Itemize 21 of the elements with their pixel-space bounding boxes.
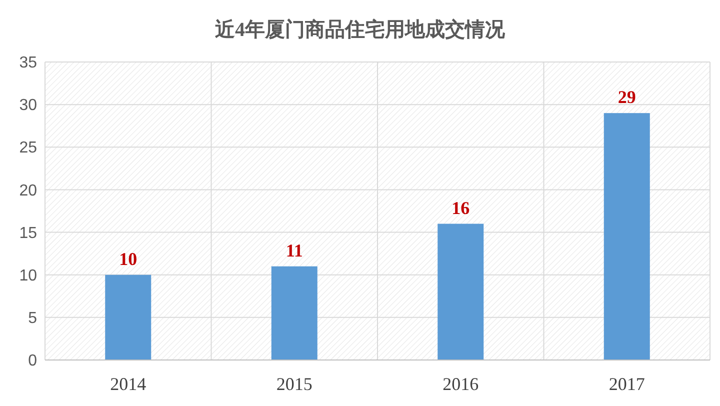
x-tick-label: 2016: [442, 374, 479, 394]
y-tick-label: 25: [19, 140, 38, 157]
y-tick-label: 35: [19, 54, 38, 72]
bar: [105, 274, 152, 360]
y-tick-label: 20: [19, 182, 38, 200]
y-tick-label: 10: [19, 267, 38, 284]
bar: [604, 113, 650, 360]
data-label: 10: [119, 248, 138, 269]
y-tick-label: 15: [19, 224, 38, 242]
x-tick-label: 2014: [110, 374, 146, 394]
y-tick-label: 30: [19, 97, 38, 114]
bar: [271, 266, 318, 360]
x-tick-label: 2015: [276, 374, 312, 394]
data-label: 16: [452, 198, 470, 218]
data-label: 29: [618, 87, 636, 108]
x-tick-label: 2017: [608, 374, 645, 394]
bar: [438, 224, 484, 360]
data-label: 11: [286, 240, 303, 260]
chart-title: 近4年厦门商品住宅用地成交情况: [214, 18, 506, 41]
y-tick-label: 5: [28, 310, 38, 328]
y-tick-label: 0: [28, 352, 38, 370]
